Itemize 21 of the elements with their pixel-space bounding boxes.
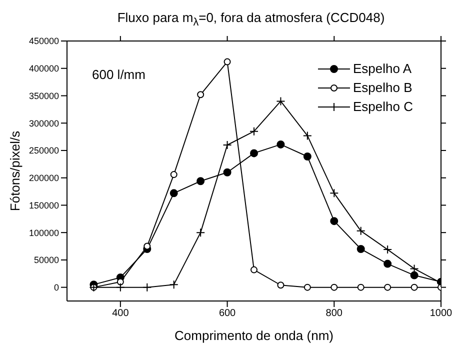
x-tick-label: 800 — [326, 308, 343, 320]
y-tick-label: 450000 — [28, 36, 59, 46]
y-tick-label: 300000 — [28, 118, 59, 128]
annotation: 600 l/mm — [92, 67, 146, 82]
y-tick-label: 350000 — [28, 90, 59, 101]
x-tick-label: 400 — [112, 308, 130, 320]
y-tick-label: 200000 — [28, 173, 59, 184]
legend-label: Espelho A — [353, 61, 412, 76]
chart-title: Fluxo para m$_{λ}$=0, fora da atmosfera (CCD048) — [116, 9, 386, 31]
x-tick-label: 600 — [218, 308, 236, 320]
y-tick-label: 100000 — [28, 228, 59, 238]
x-tick-label: 1000 — [430, 308, 453, 320]
y-tick-label: 400000 — [28, 64, 59, 74]
y-axis-title: Fótons/pixel/s — [8, 130, 23, 212]
y-tick-label: 50000 — [34, 255, 59, 266]
legend-label: Espelho C — [353, 99, 413, 114]
y-tick-label: 150000 — [28, 200, 59, 210]
y-tick-label: 0 — [54, 282, 59, 293]
x-axis-title: Comprimento de onda (nm) — [174, 328, 334, 343]
y-tick-label: 250000 — [28, 146, 59, 156]
legend-label: Espelho B — [353, 80, 412, 95]
